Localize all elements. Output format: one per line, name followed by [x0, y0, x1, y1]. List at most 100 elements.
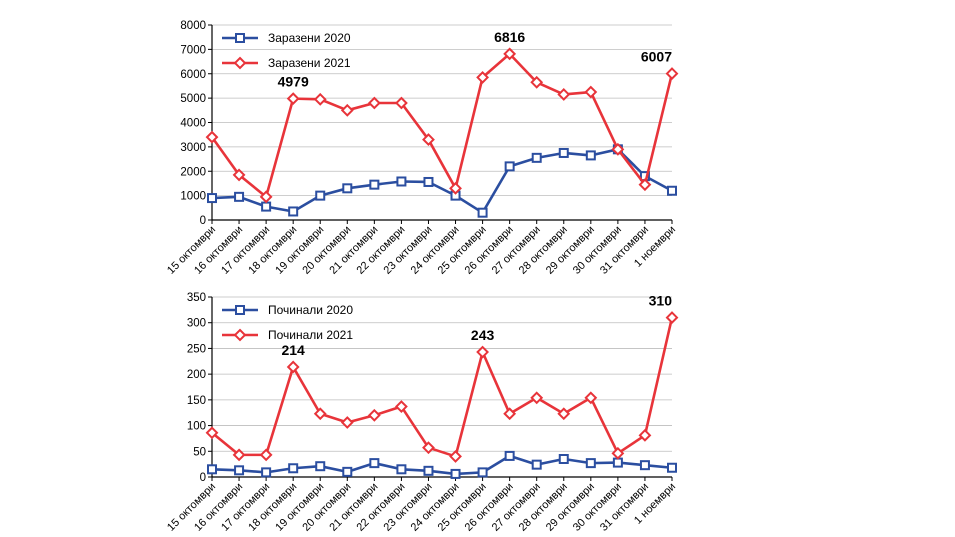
data-point	[612, 457, 623, 468]
data-point	[477, 467, 488, 478]
y-tick-label: 0	[200, 472, 206, 484]
data-point	[234, 465, 245, 476]
data-point	[313, 407, 327, 421]
data-point	[665, 311, 679, 324]
data-point	[261, 467, 272, 478]
legend-label: Починали 2021	[268, 328, 353, 342]
y-tick-label: 150	[187, 395, 206, 407]
data-point	[665, 67, 679, 80]
data-point	[367, 408, 381, 422]
data-point	[396, 464, 407, 475]
y-tick-label: 1000	[180, 191, 206, 203]
data-point	[503, 407, 517, 421]
data-point	[394, 96, 408, 110]
data-point	[584, 85, 598, 99]
data-point	[369, 179, 380, 190]
data-point	[422, 133, 435, 146]
data-point	[476, 345, 490, 359]
data-point	[232, 168, 246, 182]
data-point	[531, 459, 542, 470]
y-tick-label: 0	[200, 215, 206, 227]
data-label: 6816	[494, 29, 525, 45]
data-label: 214	[281, 342, 305, 358]
y-tick-label: 3000	[180, 142, 206, 154]
legend-entry: Починали 2021	[222, 328, 353, 342]
data-point	[638, 428, 652, 442]
data-point	[639, 460, 650, 471]
data-point	[558, 454, 569, 464]
series-line	[210, 52, 674, 199]
legend-entry: Заразени 2021	[222, 56, 351, 70]
data-point	[423, 176, 434, 187]
data-label: 4979	[278, 74, 309, 90]
data-point	[558, 147, 569, 158]
data-point	[557, 88, 571, 101]
data-point	[313, 92, 327, 106]
legend-entry: Починали 2020	[222, 303, 353, 317]
series-line	[211, 454, 673, 476]
data-point	[585, 458, 596, 469]
data-point	[530, 391, 544, 405]
data-point	[340, 416, 354, 429]
legend-marker	[235, 305, 245, 315]
legend-marker	[233, 56, 247, 70]
data-point	[342, 183, 353, 194]
data-point	[530, 75, 544, 89]
y-tick-label: 200	[187, 369, 206, 381]
data-point	[449, 181, 462, 195]
y-tick-label: 100	[187, 421, 206, 433]
data-point	[234, 191, 245, 202]
y-tick-label: 8000	[180, 20, 206, 32]
series-2	[205, 47, 679, 204]
data-point	[286, 360, 300, 374]
data-point	[205, 426, 219, 440]
y-tick-label: 5000	[180, 93, 206, 105]
y-tick-label: 300	[187, 318, 206, 330]
data-point	[232, 448, 246, 462]
data-point	[667, 185, 677, 196]
y-tick-label: 2000	[180, 166, 206, 178]
series-line	[211, 148, 673, 214]
data-label: 243	[471, 327, 495, 343]
legend-entry: Заразени 2020	[222, 31, 351, 45]
data-point	[315, 190, 326, 201]
y-tick-label: 6000	[180, 69, 206, 81]
data-point	[450, 468, 461, 479]
series-line	[211, 317, 674, 458]
data-label: 6007	[641, 49, 672, 65]
data-point	[584, 391, 598, 405]
data-point	[477, 207, 488, 218]
data-point	[611, 142, 625, 156]
data-point	[423, 465, 434, 476]
data-point	[342, 466, 353, 477]
data-point	[504, 450, 515, 461]
data-point	[315, 461, 326, 472]
data-point	[422, 441, 435, 455]
y-tick-label: 250	[187, 343, 206, 355]
data-point	[396, 176, 407, 187]
data-point	[667, 462, 677, 473]
data-point	[259, 190, 273, 204]
data-point	[449, 450, 462, 463]
y-tick-label: 4000	[180, 118, 206, 130]
data-point	[261, 201, 272, 212]
legend-label: Починали 2020	[268, 303, 353, 317]
data-point	[288, 206, 299, 217]
data-point	[503, 47, 517, 61]
data-point	[207, 464, 217, 475]
data-point	[394, 400, 408, 413]
data-point	[557, 407, 571, 421]
data-point	[611, 446, 625, 460]
data-point	[340, 103, 354, 117]
data-point	[531, 152, 542, 163]
y-tick-label: 7000	[180, 44, 206, 56]
data-point	[367, 96, 381, 110]
series-1	[207, 144, 677, 218]
data-point	[504, 161, 515, 172]
legend-marker	[235, 33, 245, 43]
data-point	[369, 458, 380, 469]
legend-label: Заразени 2020	[268, 31, 351, 45]
